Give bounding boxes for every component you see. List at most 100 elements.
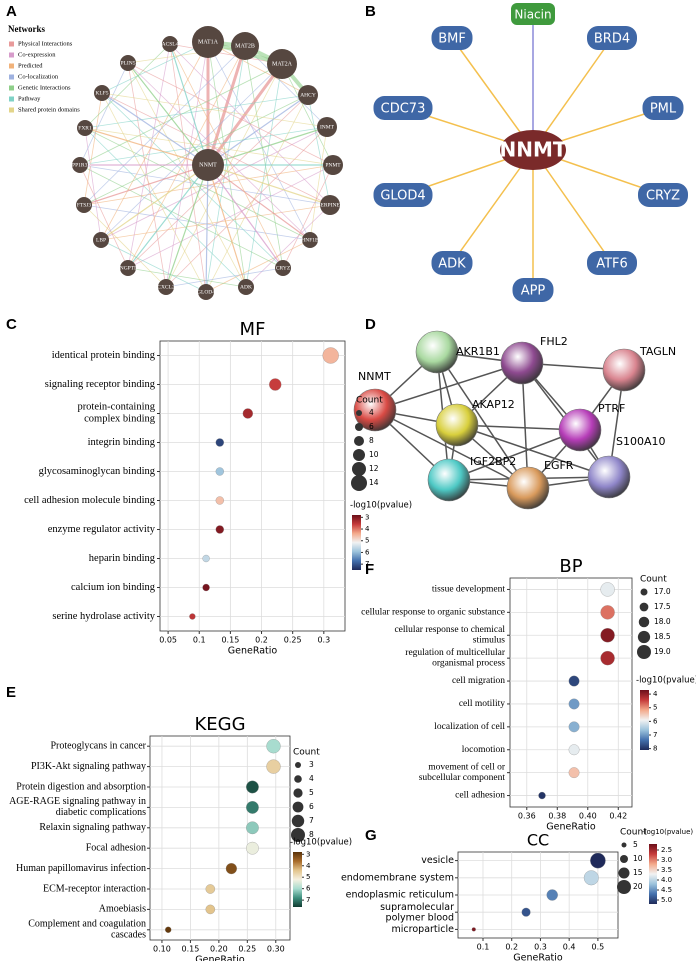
y-tick-label: Amoebiasis: [99, 904, 146, 915]
edge: [207, 164, 311, 241]
colorbar: [352, 515, 361, 570]
gene-label: BMF: [438, 32, 466, 47]
colorbar-tick-label: 2.5: [661, 846, 672, 854]
colorbar-tick-label: 6: [306, 885, 311, 893]
y-tick-label: Relaxin signaling pathway: [39, 822, 146, 833]
protein-label: PTRF: [598, 402, 625, 415]
edge: [127, 164, 209, 269]
size-legend-dot: [639, 602, 649, 612]
y-tick-label: movement of cell or subcellular component: [419, 762, 506, 783]
protein-label: FHL2: [540, 335, 568, 348]
legend-swatch: [9, 107, 14, 113]
x-tick-label: 0.15: [221, 636, 239, 645]
edge: [309, 126, 328, 241]
legend-title: Networks: [8, 24, 45, 34]
text-line: AGE-RAGE signaling pathway in: [9, 796, 146, 807]
edge: [100, 204, 331, 241]
y-tick-label: integrin binding: [88, 437, 156, 448]
size-legend-label: 7: [309, 816, 314, 825]
dot: [189, 613, 196, 620]
x-tick-label: 0.42: [609, 812, 627, 821]
gene-node: [642, 96, 684, 120]
colorbar: [293, 852, 302, 907]
protein-node: [415, 330, 459, 374]
plot-area: [149, 735, 291, 941]
colorbar-tick-label: 4.5: [661, 886, 672, 894]
colorbar-tick-label: 3: [306, 850, 310, 858]
gene-label: FTSJ3: [77, 202, 92, 208]
gene-label: INMT: [320, 124, 335, 130]
gene-label: SERPINE1: [317, 202, 342, 208]
edge: [207, 41, 311, 241]
panel-letter: C: [6, 316, 17, 333]
colorbar-tick-label: 5.0: [661, 896, 672, 904]
colorbar: [649, 844, 657, 904]
chart-title: CC: [527, 831, 549, 850]
edge: [79, 164, 129, 269]
legend-label: Co-expression: [18, 51, 56, 58]
chart-title: BP: [559, 556, 582, 577]
y-tick-label: cell motility: [459, 699, 505, 709]
size-legend-label: 17.0: [654, 587, 671, 596]
colorbar-tick-label: 6: [653, 717, 658, 725]
edge: [165, 267, 284, 288]
gene-node: [94, 85, 110, 101]
x-axis-label: GeneRatio: [195, 955, 245, 961]
size-legend-dot: [292, 801, 304, 813]
y-tick-label: enzyme regulator activity: [48, 524, 156, 535]
x-tick-label: 0.1: [193, 636, 206, 645]
size-legend-label: 4: [369, 408, 374, 417]
gene-label: MAT2A: [272, 61, 293, 67]
colorbar-tick-label: 4: [306, 862, 311, 870]
edge: [101, 92, 284, 269]
text-line: stimulus: [473, 636, 506, 646]
dot: [205, 904, 216, 915]
gene-node: [373, 183, 433, 207]
dot: [600, 628, 615, 643]
gene-node: [431, 251, 473, 275]
center-label: NNMT: [499, 138, 566, 162]
edge: [84, 127, 334, 166]
dot: [215, 496, 224, 505]
edge: [169, 43, 207, 293]
gene-label: ANGPTL4: [116, 265, 141, 271]
dot: [246, 841, 259, 855]
dot: [568, 721, 580, 733]
y-tick-label: vesicle: [421, 855, 454, 866]
dotplot: MF 0.05 0.1 0.15 0.2 0.25 0.3 GeneRatio identica…: [24, 319, 412, 657]
edge: [127, 164, 334, 269]
size-legend-label: 12: [369, 464, 379, 473]
colorbar-tick-label: 5: [653, 704, 657, 712]
y-tick-label: Focal adhesion: [86, 842, 146, 853]
text-line: complex binding: [84, 414, 156, 425]
size-legend-dot: [352, 462, 366, 476]
size-legend-label: 3: [309, 760, 314, 769]
y-tick-label: Human papillomavirus infection: [16, 863, 146, 874]
x-axis-label: GeneRatio: [228, 646, 278, 657]
dot: [600, 605, 615, 620]
x-tick-label: 0.10: [153, 945, 171, 954]
edge: [165, 126, 328, 288]
gene-node: [158, 279, 174, 295]
edge: [448, 429, 581, 481]
dot: [568, 675, 580, 687]
center-node: [500, 130, 566, 170]
edge: [205, 239, 311, 293]
dot: [246, 780, 259, 794]
size-legend-label: 19.0: [654, 647, 671, 656]
y-tick-label: microparticle: [392, 924, 455, 935]
dot: [225, 863, 237, 875]
gene-node: [192, 149, 224, 181]
text-line: subcellular component: [419, 773, 506, 783]
dot: [269, 378, 282, 391]
size-legend-dot: [620, 855, 628, 863]
edge: [244, 45, 284, 269]
dot: [600, 651, 615, 666]
colorbar-tick-label: 5: [306, 873, 310, 881]
x-tick-label: 0.05: [159, 636, 177, 645]
edge: [207, 94, 309, 166]
legend-label: Pathway: [18, 95, 41, 102]
edge: [207, 164, 284, 269]
x-tick-label: 0.40: [579, 812, 597, 821]
edge: [169, 43, 283, 65]
